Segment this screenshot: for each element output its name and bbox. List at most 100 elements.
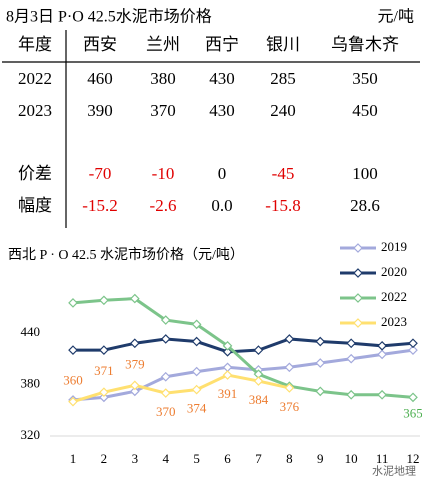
table-cell: 100: [352, 164, 378, 183]
point-marker: [377, 340, 387, 351]
legend-label: 2022: [381, 289, 407, 304]
point-marker: [99, 387, 109, 398]
watermark: 水泥地理: [372, 465, 416, 478]
series-line: [72, 348, 414, 402]
table-unit: 元/吨: [378, 8, 414, 26]
table-cell: 0.0: [211, 196, 232, 215]
table-cell: 460: [87, 69, 113, 88]
chart-title: 西北 P · O 42.5 水泥市场价格（元/吨）: [8, 246, 244, 263]
series-line: [72, 373, 290, 404]
legend-marker: [353, 243, 363, 253]
y-tick-label: 320: [21, 427, 41, 442]
table-header: 西安: [83, 35, 117, 54]
data-label: 374: [187, 401, 207, 416]
point-marker: [191, 319, 202, 330]
table-cell: -70: [89, 164, 112, 183]
legend-label: 2019: [381, 239, 407, 254]
x-tick-label: 2: [101, 451, 108, 466]
x-tick-label: 1: [70, 451, 77, 466]
point-marker: [346, 389, 357, 400]
table-header: 西宁: [205, 35, 239, 54]
data-label: 379: [125, 356, 145, 371]
y-tick-label: 380: [21, 375, 41, 390]
data-label: 384: [249, 392, 269, 407]
point-marker: [377, 389, 387, 400]
x-tick-label: 9: [317, 451, 324, 466]
legend-marker: [353, 293, 363, 303]
x-tick-label: 7: [255, 451, 262, 466]
point-marker: [191, 366, 202, 377]
point-marker: [68, 298, 78, 308]
x-tick-label: 8: [286, 451, 293, 466]
table-cell: 370: [150, 101, 176, 120]
x-tick-label: 12: [407, 451, 420, 466]
table-cell: 240: [270, 101, 296, 120]
series-line: [73, 337, 414, 354]
point-marker: [68, 345, 78, 355]
point-marker: [284, 362, 295, 373]
point-marker: [377, 349, 387, 360]
point-marker: [408, 392, 418, 403]
table-cell: 285: [270, 69, 296, 88]
data-label: 365: [403, 405, 422, 420]
table-header: 银川: [266, 35, 300, 54]
x-tick-label: 11: [376, 451, 389, 466]
table-cell: -2.6: [150, 196, 177, 215]
point-marker: [129, 380, 140, 391]
table-cell: 2022: [18, 69, 52, 88]
series-line: [72, 297, 414, 399]
point-marker: [129, 338, 140, 349]
point-marker: [346, 353, 357, 364]
table-cell: 350: [352, 69, 378, 88]
table-cell: 价差: [18, 164, 52, 183]
point-marker: [222, 346, 233, 357]
data-label: 360: [63, 373, 83, 388]
table-cell: 430: [209, 69, 235, 88]
legend-marker: [353, 318, 363, 328]
point-marker: [253, 376, 264, 386]
legend-label: 2020: [381, 264, 407, 279]
table-cell: -15.8: [265, 196, 300, 215]
x-tick-label: 5: [193, 451, 200, 466]
table-cell: 28.6: [350, 196, 380, 215]
table-header: 年度: [18, 35, 52, 54]
data-label: 371: [94, 363, 114, 378]
data-label: 376: [280, 399, 300, 414]
point-marker: [315, 358, 326, 368]
legend-label: 2023: [381, 314, 407, 329]
point-marker: [253, 345, 264, 355]
point-marker: [284, 334, 295, 344]
table-header: 兰州: [146, 35, 180, 54]
point-marker: [129, 386, 140, 397]
point-marker: [315, 386, 326, 397]
point-marker: [284, 383, 295, 393]
point-marker: [99, 295, 109, 306]
point-marker: [129, 293, 140, 304]
table-cell: -15.2: [82, 196, 117, 215]
point-marker: [222, 362, 233, 373]
x-tick-label: 6: [224, 451, 231, 466]
point-marker: [191, 384, 202, 395]
data-label: 370: [156, 404, 176, 419]
point-marker: [160, 334, 171, 344]
table-cell: 0: [218, 164, 227, 183]
table-cell: 450: [352, 101, 378, 120]
point-marker: [408, 345, 418, 355]
point-marker: [160, 388, 171, 398]
table-cell: 430: [209, 101, 235, 120]
table-cell: 2023: [18, 101, 52, 120]
point-marker: [160, 315, 171, 325]
point-marker: [408, 338, 418, 349]
table-title: 8月3日 P·O 42.5水泥市场价格: [6, 8, 212, 26]
point-marker: [68, 396, 78, 407]
x-tick-label: 3: [132, 451, 139, 466]
table-cell: -45: [272, 164, 295, 183]
point-marker: [346, 338, 357, 349]
point-marker: [315, 336, 326, 347]
x-tick-label: 10: [345, 451, 358, 466]
point-marker: [222, 340, 233, 351]
legend-marker: [353, 268, 363, 278]
x-tick-label: 4: [162, 451, 169, 466]
